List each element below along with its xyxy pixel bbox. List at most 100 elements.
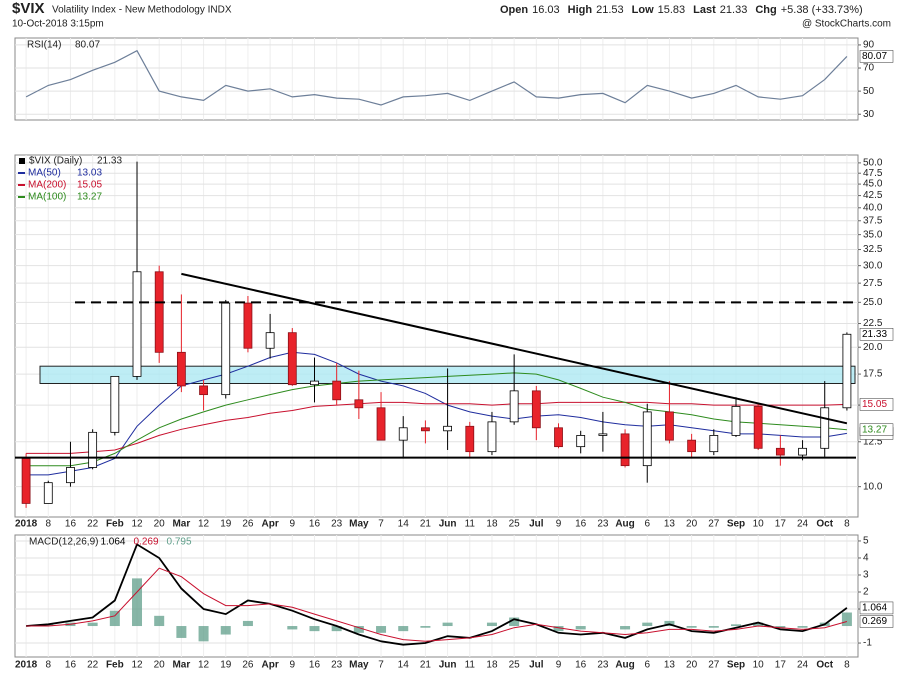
candle-body (509, 390, 519, 423)
macd-line (26, 567, 848, 642)
x-tick-label: Feb (106, 519, 124, 530)
candle-body (731, 406, 741, 436)
x-tick-label: 23 (331, 660, 343, 671)
last-value-label: 0.269 (862, 616, 887, 627)
candle-body (820, 407, 830, 449)
x-tick-label: 23 (331, 519, 343, 530)
x-tick-label: Aug (615, 660, 634, 671)
x-tick-label: 12 (198, 660, 210, 671)
quote-value: 21.53 (596, 4, 624, 16)
x-tick-label: 18 (486, 660, 498, 671)
x-tick-label: May (349, 660, 369, 671)
histogram-bar (154, 615, 165, 627)
legend-value: 80.07 (75, 40, 100, 51)
candle-body (687, 439, 697, 453)
histogram-bar (198, 626, 209, 642)
quote-value: 21.33 (720, 4, 748, 16)
legend-value: 21.33 (97, 156, 122, 167)
last-value-label: 13.27 (862, 424, 887, 435)
histogram-bar (353, 626, 364, 633)
symbol: $VIX (12, 0, 45, 17)
last-value-box (859, 50, 894, 63)
x-tick-label: Oct (816, 519, 833, 530)
x-tick-label: 9 (556, 660, 562, 671)
quote-value: 15.83 (658, 4, 686, 16)
x-tick-label: 20 (686, 519, 698, 530)
x-tick-label: 26 (242, 660, 254, 671)
x-tick-label: 2018 (15, 660, 38, 671)
y-tick-label: -1 (863, 638, 872, 649)
x-tick-label: 9 (556, 519, 562, 530)
histogram-bar (753, 622, 764, 627)
x-tick-label: Oct (816, 660, 833, 671)
histogram-bar (242, 620, 253, 627)
candle-body (531, 390, 541, 429)
y-tick-label: 27.5 (863, 278, 883, 289)
x-tick-label: 9 (290, 660, 296, 671)
x-tick-label: 7 (378, 660, 384, 671)
candle-body (154, 271, 164, 353)
x-tick-label: 7 (378, 519, 384, 530)
x-tick-label: 17 (775, 519, 787, 530)
histogram-bar (486, 622, 497, 627)
histogram-bar (398, 626, 409, 632)
x-tick-label: Jul (529, 660, 544, 671)
histogram-bar (309, 626, 320, 632)
quote: Open 16.03 High 21.53 Low 15.83 Last 21.33 Chg +5… (500, 4, 863, 16)
x-tick-label: 16 (65, 519, 77, 530)
y-tick-label: 5 (863, 536, 869, 547)
ma-line (26, 401, 847, 454)
candle-body (88, 431, 98, 468)
x-tick-label: 10 (753, 660, 765, 671)
quote-value: 16.03 (532, 4, 560, 16)
candle-body (642, 411, 652, 467)
histogram-bar (442, 622, 453, 627)
y-tick-label: 17.5 (863, 369, 883, 380)
last-value-label: 80.07 (862, 51, 887, 62)
y-tick-label: 47.5 (863, 168, 883, 179)
y-tick-label: 10.0 (863, 481, 883, 492)
x-tick-label: 19 (220, 660, 232, 671)
x-tick-label: 2018 (15, 519, 38, 530)
x-tick-label: 26 (242, 519, 254, 530)
x-tick-label: 16 (65, 660, 77, 671)
x-tick-label: 27 (708, 519, 720, 530)
y-tick-label: 42.5 (863, 190, 883, 201)
credit: @ StockCharts.com (802, 19, 891, 30)
histogram-bar (620, 626, 631, 630)
last-value-box (859, 615, 894, 628)
candle-body (465, 425, 475, 453)
last-value-box (859, 423, 894, 436)
x-tick-label: Feb (106, 660, 124, 671)
histogram-bar (730, 624, 741, 627)
last-value-label: 1.064 (862, 603, 887, 614)
x-tick-label: Mar (172, 660, 190, 671)
histogram-bar (575, 626, 586, 630)
x-tick-label: 22 (87, 660, 99, 671)
x-tick-label: 20 (686, 660, 698, 671)
legend-name: RSI(14) (27, 40, 61, 51)
candle-body (221, 302, 231, 396)
y-tick-label: 2 (863, 587, 869, 598)
candle-body (443, 425, 452, 432)
legend-name: MA(200) (28, 180, 66, 191)
candle-body (709, 435, 719, 453)
trend-line (181, 272, 848, 425)
x-tick-label: 18 (486, 519, 498, 530)
x-tick-label: 14 (398, 519, 410, 530)
y-tick-label: 90 (863, 40, 875, 51)
x-tick-label: Apr (262, 660, 279, 671)
histogram-bar (686, 626, 697, 628)
x-tick-label: 19 (220, 519, 232, 530)
ma-line (26, 351, 847, 476)
y-tick-label: 25.0 (863, 297, 883, 308)
candle-body (842, 333, 852, 409)
quote-label: Low (632, 4, 654, 16)
candle-body (176, 351, 186, 387)
legend-value: 13.03 (77, 168, 102, 179)
y-tick-label: 50.0 (863, 158, 883, 169)
x-tick-label: 12 (198, 519, 210, 530)
x-tick-label: 21 (420, 519, 432, 530)
x-tick-label: 13 (664, 660, 676, 671)
